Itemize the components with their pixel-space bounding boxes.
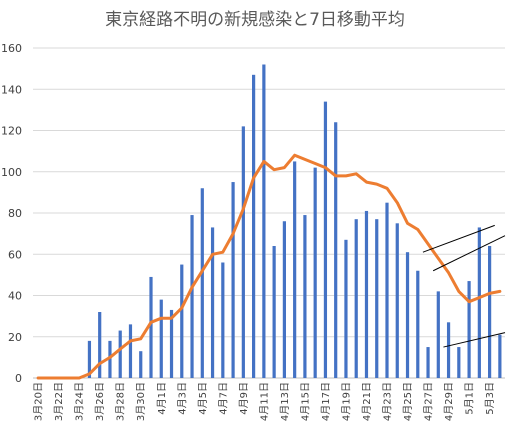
bar [200,188,204,378]
y-tick-label: 0 [15,372,22,385]
x-tick-label: 4月17日 [320,382,332,421]
annotation-line [443,332,506,348]
x-tick-label: 4月29日 [443,382,455,421]
bar [446,322,451,378]
annotation-line [422,224,495,253]
bar [405,252,410,378]
bar [190,215,194,378]
bar [87,340,92,378]
bar [231,182,235,378]
y-tick-label: 80 [8,207,22,220]
x-tick-label: 4月5日 [197,382,209,415]
x-tick-label: 4月11日 [258,382,270,421]
x-tick-label: 5月1日 [464,382,476,415]
x-tick-label: 3月24日 [74,382,86,421]
annotation-line [432,235,506,272]
bar [262,64,266,378]
x-tick-label: 5月3日 [484,382,496,415]
bar [375,219,379,378]
y-tick-label: 100 [1,166,22,179]
bar [282,221,286,378]
x-tick-label: 4月23日 [382,382,394,421]
x-tick-label: 4月19日 [340,382,352,421]
x-tick-label: 4月25日 [402,382,414,421]
x-tick-label: 3月30日 [135,382,147,421]
bar [149,276,153,378]
x-tick-label: 3月28日 [115,382,127,421]
bar [323,101,328,378]
moving-average-line [36,153,502,380]
x-tick-label: 4月3日 [176,382,188,415]
bar [293,161,297,378]
bar [354,219,358,378]
bar [98,312,102,378]
x-tick-label: 4月13日 [279,382,291,421]
x-tick-label: 4月7日 [217,382,229,415]
chart-title: 東京経路不明の新規感染と7日移動平均 [105,10,405,30]
y-tick-label: 160 [1,42,22,55]
bar [241,126,245,378]
x-tick-label: 4月9日 [238,382,250,415]
bar [457,347,461,378]
x-tick-label: 4月21日 [361,382,373,421]
bar [395,223,399,378]
bar [416,270,420,378]
x-tick-label: 3月20日 [33,382,45,421]
y-tick-label: 120 [1,125,22,138]
bar [303,215,307,378]
y-tick-label: 60 [8,248,22,261]
y-tick-label: 20 [8,331,22,344]
bar [467,281,471,378]
x-tick-label: 3月22日 [53,382,65,421]
x-tick-label: 4月15日 [299,382,311,421]
bar [344,239,348,378]
bar [385,202,389,378]
bar [210,227,215,378]
bar [488,246,492,378]
bar [118,330,122,378]
bar [159,299,163,378]
bar [313,167,317,378]
bar [477,227,481,378]
y-tick-label: 140 [1,83,22,96]
bar [169,309,174,378]
bar [108,340,112,378]
bar [498,334,502,378]
bar [436,291,440,378]
x-tick-label: 4月1日 [156,382,168,415]
bar [252,74,256,378]
bar [221,262,225,378]
bar [128,324,133,378]
bar [334,122,338,378]
bar [426,347,430,378]
bar [364,210,369,378]
x-tick-label: 4月27日 [423,382,435,421]
y-tick-label: 40 [8,290,22,303]
bar [272,246,276,378]
bar [180,264,184,378]
bar [139,351,143,378]
x-tick-label: 3月26日 [94,382,106,421]
